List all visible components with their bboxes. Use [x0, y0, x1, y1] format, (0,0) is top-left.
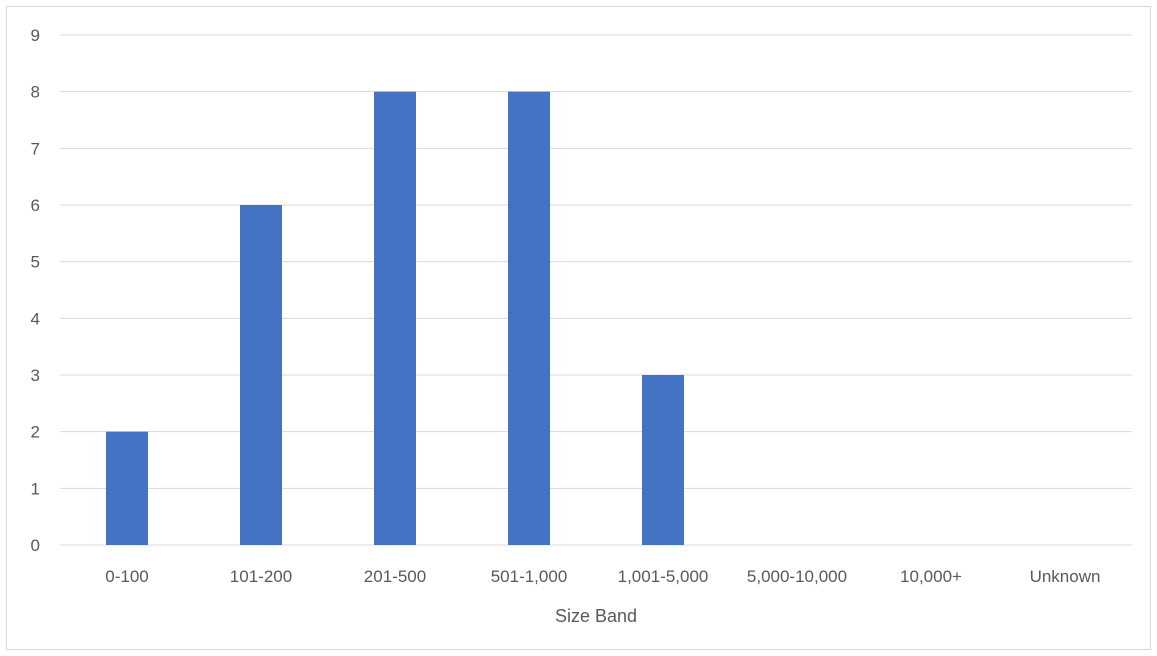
y-tick-label: 2: [31, 423, 40, 442]
y-tick-label: 9: [31, 26, 40, 45]
y-tick-label: 3: [31, 366, 40, 385]
x-tick-label: 201-500: [364, 567, 426, 586]
x-tick-label: 10,000+: [900, 567, 962, 586]
x-axis-tick-labels: 0-100 101-200 201-500 501-1,000 1,001-5,000 5…: [105, 567, 1100, 586]
x-tick-label: Unknown: [1030, 567, 1101, 586]
y-tick-label: 5: [31, 253, 40, 272]
bar-2: [374, 91, 416, 546]
bar-1: [240, 205, 282, 545]
bar-0: [106, 431, 148, 545]
x-tick-label: 501-1,000: [491, 567, 568, 586]
y-tick-label: 7: [31, 139, 40, 158]
x-axis-title: Size Band: [555, 606, 637, 626]
y-tick-label: 1: [31, 479, 40, 498]
bar-3: [508, 91, 550, 546]
y-axis-tick-labels: 0 1 2 3 4 5 6 7 8 9: [31, 26, 40, 555]
x-tick-label: 101-200: [230, 567, 292, 586]
x-tick-label: 5,000-10,000: [747, 567, 847, 586]
bars: [106, 91, 684, 546]
chart-frame: [6, 6, 1151, 650]
y-tick-label: 4: [31, 309, 40, 328]
y-tick-label: 6: [31, 196, 40, 215]
bar-4: [642, 375, 684, 545]
y-tick-label: 8: [31, 83, 40, 102]
y-tick-label: 0: [31, 536, 40, 555]
x-tick-label: 1,001-5,000: [618, 567, 709, 586]
gridlines: [60, 34, 1132, 546]
x-tick-label: 0-100: [105, 567, 148, 586]
